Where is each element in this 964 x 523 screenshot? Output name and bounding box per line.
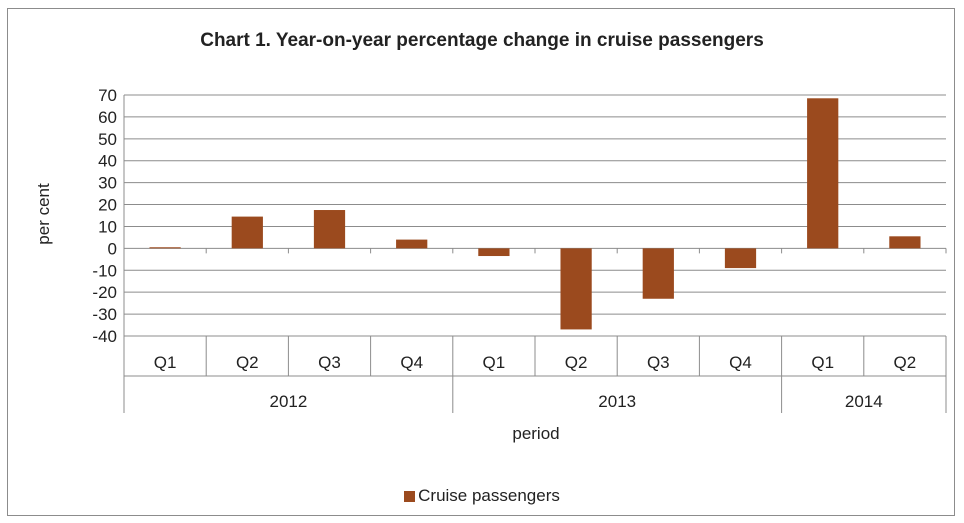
x-tick-label: Q2	[236, 353, 259, 372]
x-tick-label: Q1	[154, 353, 177, 372]
y-tick-label: 70	[98, 86, 117, 105]
y-tick-label: 0	[108, 239, 117, 258]
y-tick-label: 40	[98, 152, 117, 171]
x-tick-label: Q4	[729, 353, 752, 372]
bar	[807, 98, 839, 249]
y-tick-label: -30	[92, 305, 117, 324]
x-tick-label: Q2	[565, 353, 588, 372]
legend-swatch	[404, 491, 416, 502]
bar	[231, 216, 263, 249]
chart-frame	[7, 8, 955, 516]
bar	[642, 248, 674, 299]
bar	[149, 247, 181, 249]
year-label: 2012	[269, 392, 307, 411]
legend: Cruise passengers	[0, 486, 964, 506]
bar	[478, 248, 510, 257]
x-tick-label: Q1	[811, 353, 834, 372]
chart-title: Chart 1. Year-on-year percentage change …	[200, 30, 764, 51]
x-axis-label: period	[512, 424, 560, 443]
y-tick-label: -20	[92, 283, 117, 302]
legend-label: Cruise passengers	[418, 486, 560, 505]
x-tick-label: Q1	[483, 353, 506, 372]
bar	[560, 248, 592, 330]
year-label: 2014	[845, 392, 883, 411]
y-tick-label: 60	[98, 108, 117, 127]
bar	[313, 210, 346, 249]
year-label: 2013	[598, 392, 636, 411]
x-tick-label: Q2	[894, 353, 917, 372]
x-tick-label: Q3	[647, 353, 670, 372]
y-tick-label: 50	[98, 130, 117, 149]
bar	[889, 236, 921, 249]
y-tick-label: -10	[92, 261, 117, 280]
x-tick-label: Q4	[400, 353, 423, 372]
y-tick-label: -40	[92, 327, 117, 346]
y-tick-label: 30	[98, 174, 117, 193]
bar	[396, 239, 428, 249]
y-tick-label: 10	[98, 217, 117, 236]
x-tick-label: Q3	[318, 353, 341, 372]
bar	[724, 248, 757, 269]
y-tick-label: 20	[98, 196, 117, 215]
